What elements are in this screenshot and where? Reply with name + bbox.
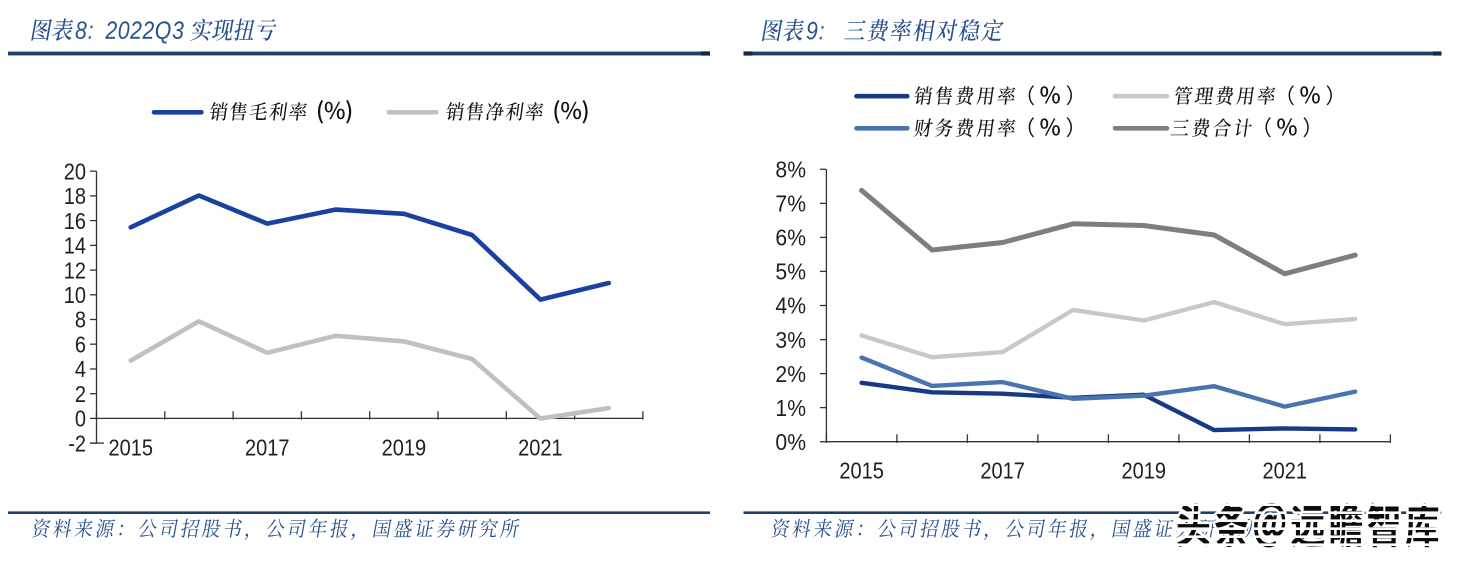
svg-text:0%: 0%: [775, 429, 806, 455]
svg-text:10: 10: [64, 282, 86, 309]
svg-text:2019: 2019: [1121, 457, 1165, 484]
svg-text:4: 4: [75, 356, 86, 383]
svg-text:2015: 2015: [108, 434, 153, 461]
svg-text:2: 2: [75, 381, 86, 408]
svg-text:8%: 8%: [775, 157, 806, 183]
svg-text:3%: 3%: [775, 327, 806, 353]
svg-text:6%: 6%: [775, 225, 806, 251]
svg-text:8: 8: [75, 306, 86, 333]
svg-text:2017: 2017: [980, 457, 1024, 484]
svg-text:2021: 2021: [1262, 457, 1306, 484]
svg-text:2%: 2%: [775, 361, 806, 387]
svg-text:20: 20: [64, 158, 86, 185]
svg-text:12: 12: [64, 257, 86, 284]
svg-text:2021: 2021: [518, 434, 562, 461]
svg-text:1%: 1%: [775, 395, 806, 421]
svg-text:2019: 2019: [382, 434, 426, 461]
svg-text:4%: 4%: [775, 293, 806, 319]
svg-text:14: 14: [64, 232, 86, 259]
svg-text:6: 6: [75, 331, 86, 358]
svg-text:2015: 2015: [839, 457, 884, 484]
svg-text:0: 0: [75, 405, 86, 432]
svg-text:7%: 7%: [775, 191, 806, 217]
svg-text:16: 16: [64, 207, 86, 234]
svg-text:5%: 5%: [775, 259, 806, 285]
svg-text:18: 18: [64, 183, 86, 210]
svg-text:-2: -2: [68, 430, 86, 457]
svg-text:2017: 2017: [245, 434, 289, 461]
